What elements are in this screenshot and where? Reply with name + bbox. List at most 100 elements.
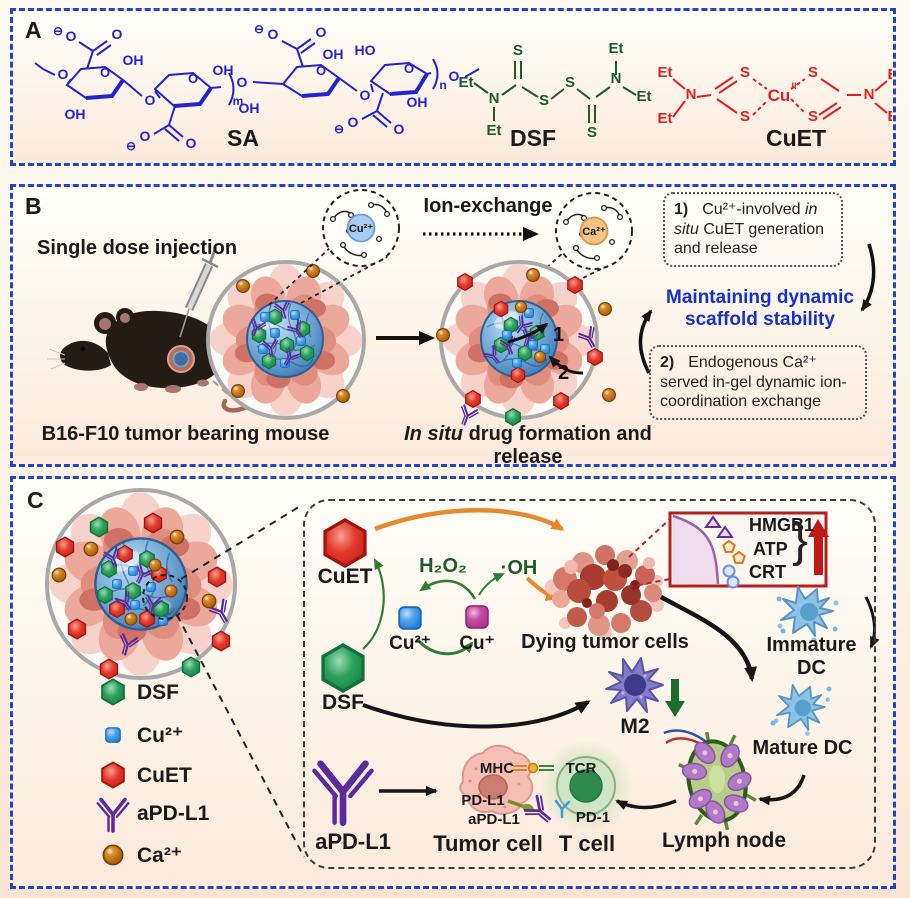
- svg-text:O: O: [66, 28, 77, 44]
- svg-text:O: O: [112, 26, 123, 42]
- atp-icon: [722, 539, 736, 553]
- cuet-name: CuET: [765, 125, 827, 151]
- svg-text:OH: OH: [65, 106, 86, 122]
- svg-text:HO: HO: [355, 42, 376, 58]
- note-box-2: 2) Endogenous Ca²⁺ served in-gel dynamic …: [649, 345, 867, 420]
- scaffold-overview-circle: [45, 488, 305, 858]
- cu-legend-icon: [105, 727, 121, 743]
- legend-icons: [95, 678, 131, 866]
- pdl1-label: PD-L1: [461, 792, 505, 809]
- svg-text:O: O: [145, 92, 156, 108]
- ion-exchange-title: Ion-exchange: [423, 195, 553, 217]
- cu-ion-ball: [346, 213, 376, 243]
- mouse-caption: B16-F10 tumor bearing mouse: [41, 423, 330, 445]
- panel-b-injection-scheme: Cu²⁺ Ca²⁺: [10, 184, 896, 469]
- panel-c-mechanism: C DSF Cu²⁺ CuET aPD-L1 Ca²⁺ CuET DSF H₂O…: [10, 476, 896, 889]
- ca-ion-label: Ca²⁺: [582, 226, 606, 238]
- svg-text:O: O: [140, 128, 151, 144]
- dsf-name: DSF: [510, 125, 556, 151]
- svg-text:S: S: [513, 42, 523, 59]
- legend-dsf-label: DSF: [137, 681, 179, 704]
- svg-text:S: S: [539, 92, 549, 109]
- scaffold-in-tumor-1: [206, 260, 366, 420]
- panel-c-label: C: [27, 487, 44, 513]
- mhc-tcr-synapse: [513, 762, 554, 774]
- minus-charge-icon: ⊖: [53, 24, 63, 38]
- svg-text:S: S: [565, 74, 575, 91]
- flow-arrows: [362, 595, 880, 810]
- legend-cuet-label: CuET: [137, 764, 192, 787]
- down-arrow-icon: [665, 679, 685, 717]
- ca-legend-icon: [102, 844, 124, 866]
- oh-radical-label: ·OH: [500, 557, 538, 579]
- panel-b-graphics: Cu²⁺ Ca²⁺: [47, 189, 876, 429]
- svg-text:O: O: [394, 121, 405, 137]
- ion-exchange-arrow: [423, 227, 539, 241]
- svg-text:O: O: [449, 68, 460, 84]
- apdl1-big-label: aPD-L1: [315, 829, 391, 854]
- ca-ion-ball: [579, 216, 609, 246]
- crt-icon: [722, 564, 736, 578]
- cu-center: Cu: [768, 86, 791, 105]
- pdl1-apdl1-block: [507, 792, 559, 830]
- cu2-label: Cu²⁺: [389, 633, 431, 654]
- formation-caption-rest: drug formation and release: [468, 423, 652, 468]
- cuet-legend-icon: [101, 761, 125, 789]
- mouse: [47, 246, 261, 413]
- cell-membrane: [672, 514, 720, 585]
- mature-dc-cell: [770, 683, 832, 737]
- hmgb1-label: HMGB1: [749, 515, 815, 535]
- lymph-node-icon: [663, 729, 757, 831]
- dying-tumor-label: Dying tumor cells: [521, 631, 689, 653]
- tumor-cell-label: Tumor cell: [433, 831, 543, 856]
- svg-text:S: S: [808, 64, 818, 81]
- svg-text:Et: Et: [487, 122, 502, 139]
- brace-icon: }: [792, 514, 809, 567]
- apdl1-legend-icon: [95, 797, 131, 833]
- cu1-label: Cu⁺: [459, 633, 495, 654]
- injection-title: Single dose injection: [37, 237, 238, 259]
- formation-caption: In situ drug formation and release: [373, 423, 683, 469]
- cycle-arrows: [638, 243, 876, 374]
- dying-tumor-cells: [545, 545, 664, 640]
- svg-text:Et: Et: [658, 110, 673, 127]
- h2o2-label: H₂O₂: [419, 555, 467, 577]
- cu-egg-box-magnifier: Cu²⁺: [268, 189, 400, 306]
- svg-text:O: O: [404, 61, 414, 76]
- panel-a-graphics: O O O O O O O O O O O O O O O O O ⊖ ⊖ ⊖: [34, 22, 893, 153]
- svg-text:O: O: [316, 24, 327, 40]
- svg-text:OH: OH: [239, 100, 260, 116]
- panel-c-graphics: [45, 488, 880, 866]
- crt-label: CRT: [749, 562, 786, 582]
- legend-apdl1-label: aPD-L1: [137, 802, 210, 825]
- mature-dc-label: Mature DC: [752, 737, 853, 759]
- svg-text:Et: Et: [609, 40, 624, 57]
- cuet-mol-label: CuET: [317, 565, 373, 588]
- svg-text:O: O: [268, 26, 279, 42]
- step-1-label: 1: [553, 324, 564, 346]
- apdl1-small-label: aPD-L1: [468, 811, 520, 828]
- svg-text:O: O: [188, 71, 198, 86]
- svg-text:OH: OH: [123, 52, 144, 68]
- sa-structure: O O O O O O O O O O O O O O O O O ⊖ ⊖ ⊖: [34, 22, 480, 153]
- svg-text:Et: Et: [658, 64, 673, 81]
- svg-text:O: O: [360, 87, 371, 103]
- cu-ion-label: Cu²⁺: [349, 223, 373, 235]
- svg-text:S: S: [740, 64, 750, 81]
- legend-ca-label: Ca²⁺: [137, 844, 182, 867]
- immature-dc-label: Immature DC: [766, 634, 857, 679]
- svg-text:OH: OH: [323, 46, 344, 62]
- zoom-source-circle: [142, 574, 188, 620]
- immature-dc-cell: [776, 586, 840, 644]
- panel-a-chemical-structures: O O O O O O O O O O O O O O O O O ⊖ ⊖ ⊖: [10, 8, 896, 166]
- svg-text:N: N: [864, 86, 875, 103]
- svg-text:OH: OH: [213, 62, 234, 78]
- pd1-label: PD-1: [575, 809, 611, 826]
- svg-text:Et: Et: [888, 108, 893, 125]
- maintaining-stability-text: Maintaining dynamic scaffold stability: [666, 287, 854, 330]
- svg-text:N: N: [686, 86, 697, 103]
- svg-text:⊖: ⊖: [334, 122, 344, 136]
- svg-text:⊖: ⊖: [254, 22, 264, 36]
- m2-macrophage: [605, 657, 685, 717]
